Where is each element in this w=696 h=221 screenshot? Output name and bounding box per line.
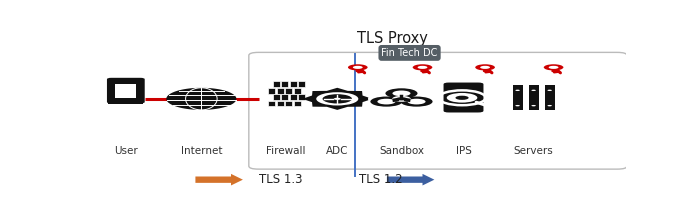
Circle shape: [475, 64, 495, 70]
Polygon shape: [302, 88, 372, 110]
Text: Servers: Servers: [514, 146, 553, 156]
Bar: [512, 85, 523, 110]
Text: Internet: Internet: [180, 146, 222, 156]
Bar: [116, 84, 136, 98]
Text: Fin Tech DC: Fin Tech DC: [381, 48, 438, 58]
Circle shape: [386, 88, 418, 98]
Circle shape: [392, 96, 411, 102]
Text: IPS: IPS: [456, 146, 471, 156]
Circle shape: [413, 64, 432, 70]
Bar: [273, 82, 280, 87]
Bar: [545, 85, 555, 110]
FancyBboxPatch shape: [107, 78, 145, 103]
Circle shape: [544, 64, 564, 70]
Text: TLS 1.2: TLS 1.2: [359, 173, 403, 186]
Circle shape: [393, 91, 411, 96]
Circle shape: [515, 105, 520, 106]
Text: Sandbox: Sandbox: [379, 146, 424, 156]
Bar: [285, 88, 292, 94]
Circle shape: [515, 90, 520, 91]
FancyArrow shape: [196, 174, 243, 185]
Bar: [299, 82, 306, 87]
Circle shape: [316, 92, 358, 105]
Bar: [294, 88, 301, 94]
Circle shape: [400, 97, 433, 107]
Circle shape: [447, 93, 477, 103]
Text: TLS Proxy: TLS Proxy: [358, 31, 428, 46]
Text: TLS 1.3: TLS 1.3: [258, 173, 302, 186]
Text: User: User: [114, 146, 138, 156]
Text: ADC: ADC: [326, 146, 349, 156]
Bar: [268, 101, 276, 107]
Circle shape: [407, 99, 425, 105]
Bar: [281, 82, 288, 87]
Bar: [273, 94, 280, 100]
Circle shape: [322, 94, 352, 103]
Bar: [281, 94, 288, 100]
Bar: [294, 101, 301, 107]
FancyBboxPatch shape: [443, 82, 484, 112]
Bar: [528, 85, 539, 110]
Circle shape: [368, 88, 435, 109]
Circle shape: [455, 96, 468, 100]
Bar: [277, 101, 284, 107]
Circle shape: [532, 105, 536, 106]
Bar: [290, 94, 296, 100]
Bar: [285, 101, 292, 107]
Circle shape: [548, 90, 552, 91]
Bar: [277, 88, 284, 94]
Circle shape: [548, 105, 552, 106]
Circle shape: [548, 66, 558, 69]
Circle shape: [353, 66, 363, 69]
Circle shape: [370, 97, 402, 107]
Bar: [268, 88, 276, 94]
Text: Firewall: Firewall: [266, 146, 306, 156]
Bar: [109, 101, 143, 104]
Polygon shape: [166, 88, 237, 110]
Bar: [290, 82, 296, 87]
Circle shape: [532, 90, 536, 91]
Circle shape: [377, 99, 395, 105]
Bar: [299, 94, 306, 100]
Circle shape: [418, 66, 427, 69]
Circle shape: [348, 64, 367, 70]
Circle shape: [334, 98, 341, 100]
FancyArrow shape: [387, 174, 434, 185]
Circle shape: [480, 66, 490, 69]
Circle shape: [397, 97, 406, 100]
